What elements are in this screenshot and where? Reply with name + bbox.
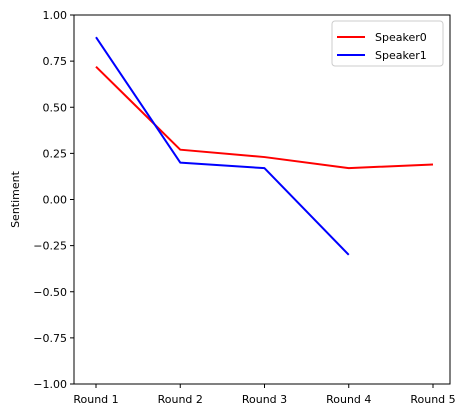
y-tick-label: 0.25 — [43, 147, 68, 160]
x-axis: Round 1 Round 2 Round 3 Round 4 Round 5 — [73, 384, 456, 406]
x-tick-label: Round 2 — [158, 393, 203, 406]
x-tick-label: Round 1 — [73, 393, 118, 406]
legend-label-speaker0: Speaker0 — [375, 31, 427, 44]
y-tick-label: 0.00 — [43, 194, 68, 207]
x-tick-label: Round 3 — [242, 393, 287, 406]
series-layer — [95, 36, 434, 256]
y-axis: −1.00 −0.75 −0.50 −0.25 0.00 0.25 0.50 0.75 1.00 — [33, 9, 74, 391]
x-tick-label: Round 4 — [326, 393, 371, 406]
y-tick-label: −0.50 — [33, 286, 67, 299]
x-tick-label: Round 5 — [410, 393, 455, 406]
y-axis-label: Sentiment — [9, 170, 22, 228]
y-tick-label: −1.00 — [33, 378, 67, 391]
legend: Speaker0 Speaker1 — [331, 20, 444, 67]
plot-area — [74, 15, 450, 384]
y-tick-label: 0.75 — [43, 55, 68, 68]
y-tick-label: 0.50 — [43, 101, 68, 114]
y-tick-label: −0.75 — [33, 332, 67, 345]
y-tick-label: 1.00 — [43, 9, 68, 22]
y-tick-label: −0.25 — [33, 240, 67, 253]
series-line-speaker1 — [95, 36, 350, 256]
legend-label-speaker1: Speaker1 — [375, 49, 427, 62]
